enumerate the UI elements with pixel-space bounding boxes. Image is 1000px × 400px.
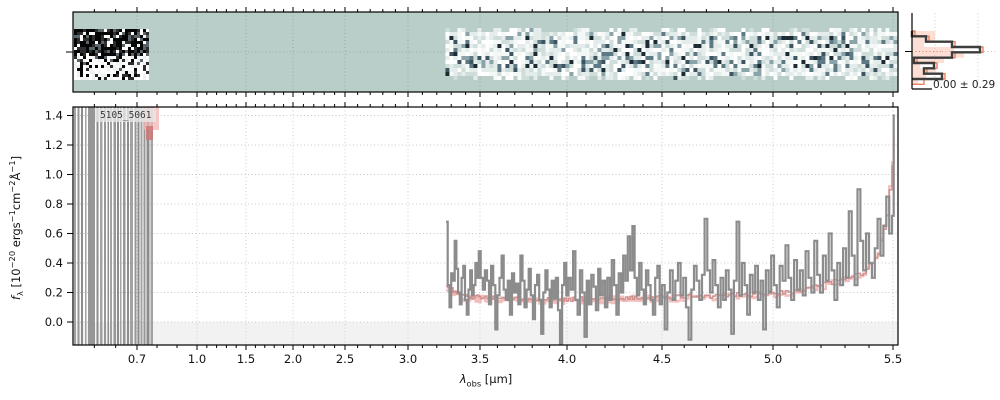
spec2d-ticks: [66, 7, 894, 97]
x-tick-label: 1.5: [237, 352, 255, 366]
blue-end-bar: [88, 107, 95, 345]
noise-stat-label: 0.00 ± 0.29: [933, 79, 996, 91]
y-tick-label: 1.0: [45, 168, 63, 182]
x-axis-label-symbol: λ: [459, 372, 467, 386]
blue-end-bar: [117, 107, 119, 345]
blue-end-bar: [146, 107, 150, 345]
blue-end-bar: [100, 107, 103, 345]
blue-end-bar: [140, 107, 143, 345]
y-tick-label: 0.2: [45, 286, 63, 300]
noise-hist-panel: [905, 13, 996, 90]
blue-end-bar: [113, 107, 116, 345]
x-tick-label: 0.7: [128, 352, 146, 366]
y-tick-label: 0.4: [45, 256, 63, 270]
blue-end-bar: [123, 107, 126, 345]
blue-end-bar: [134, 107, 137, 345]
main-data: [74, 107, 895, 345]
y-tick-label: 1.4: [45, 109, 63, 123]
y-tick-label: 0.0: [45, 315, 63, 329]
x-tick-label: 5.0: [764, 352, 782, 366]
x-axis-label: λobs [μm]: [460, 372, 513, 388]
y-tick-label: 0.8: [45, 197, 63, 211]
x-tick-label: 1.0: [188, 352, 206, 366]
y-axis-label-sub: λ: [15, 291, 26, 297]
main-panel: 0.7 1.0 1.5 2.0 2.5 3.0 3.5 4.0 4.5 5.0 5.50.00.20…: [45, 102, 902, 366]
x-tick-labels: 0.7 1.0 1.5 2.0 2.5 3.0 3.5 4.0 4.5 5.0 5.5: [128, 352, 902, 366]
x-tick-label: 3.0: [399, 352, 417, 366]
x-axis-label-units: [μm]: [481, 372, 513, 386]
blue-end-bar: [77, 107, 80, 345]
spec2d-panel: [66, 7, 899, 97]
x-axis-label-sub: obs: [466, 378, 482, 389]
blue-end-bar: [143, 107, 146, 345]
x-axis-ticks: [93, 102, 894, 350]
y-axis-label: fλ [10−20 ergs−1cm−2Å−1]: [6, 155, 26, 301]
blue-end-bar: [137, 107, 140, 345]
x-tick-label: 2.0: [284, 352, 302, 366]
blue-end-bar: [120, 107, 122, 345]
blue-end-bar: [96, 107, 99, 345]
x-tick-label: 2.5: [336, 352, 354, 366]
blue-end-bar: [127, 107, 129, 345]
main-frame: [72, 106, 899, 346]
blue-end-bar: [74, 107, 76, 345]
blue-end-bar: [104, 107, 106, 345]
blue-end-bar: [110, 107, 112, 345]
blue-end-bar: [130, 107, 133, 345]
y-tick-label: 1.2: [45, 138, 63, 152]
spec2d-noise: [74, 28, 898, 80]
blue-end-bar: [81, 107, 83, 345]
x-tick-label: 4.5: [653, 352, 671, 366]
source-id-label: 5105_5061: [95, 108, 157, 122]
flux-line: [446, 114, 895, 345]
blue-end-bar: [85, 107, 87, 345]
x-tick-label: 5.5: [884, 352, 902, 366]
y-tick-label: 0.6: [45, 227, 63, 241]
x-tick-label: 4.0: [558, 352, 576, 366]
main-grid: [73, 107, 898, 345]
blue-end-error-column-dark: [146, 126, 153, 140]
y-tick-labels: 0.0 0.2 0.4 0.6 0.8 1.0 1.2 1.4: [45, 109, 63, 330]
y-axis-ticks: [67, 115, 73, 323]
x-tick-label: 3.5: [471, 352, 489, 366]
blue-end-bar: [150, 107, 153, 345]
y-axis-label-symbol: f: [8, 296, 23, 301]
hist-outline-dark: [910, 31, 982, 81]
blue-end-bar: [107, 107, 109, 345]
